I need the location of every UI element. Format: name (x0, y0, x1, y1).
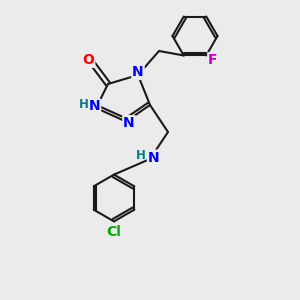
Text: H: H (136, 149, 145, 162)
Text: Cl: Cl (106, 225, 122, 239)
Text: N: N (89, 100, 100, 113)
Text: N: N (123, 116, 135, 130)
Text: N: N (132, 65, 144, 79)
Text: F: F (208, 53, 218, 67)
Text: N: N (148, 151, 159, 164)
Text: H: H (79, 98, 88, 111)
Text: O: O (82, 53, 94, 67)
